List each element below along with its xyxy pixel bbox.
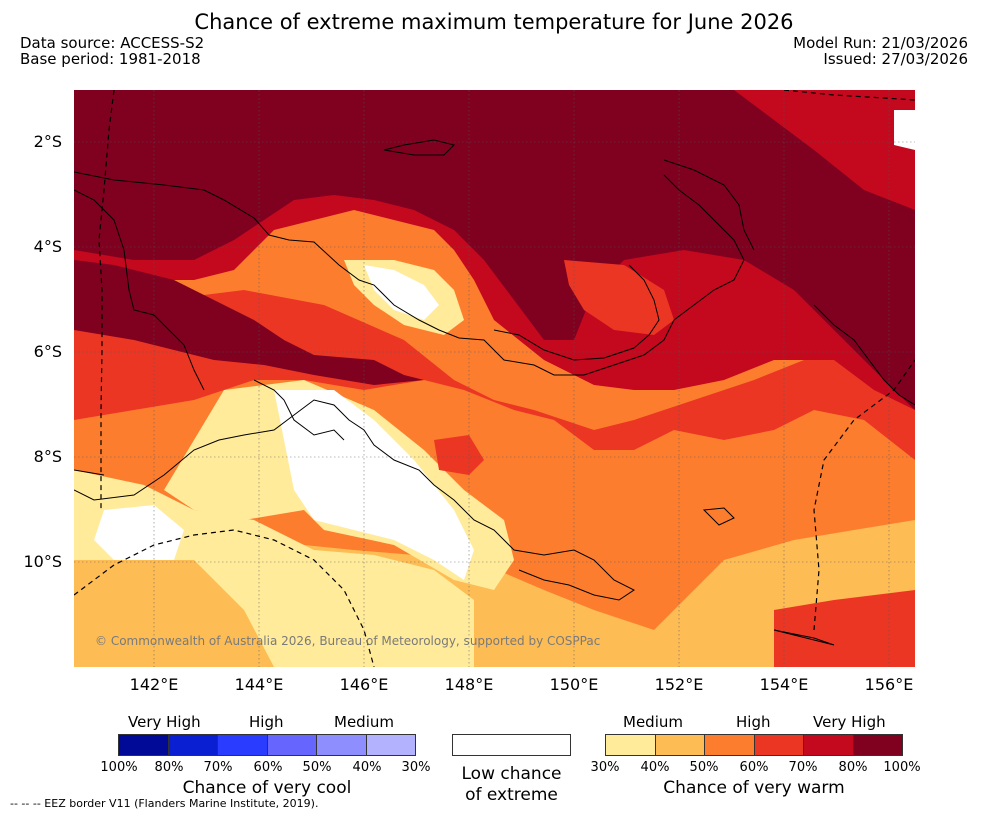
lat-label-4s: 4°S — [33, 237, 62, 256]
warm-level-medium: Medium — [623, 713, 683, 731]
cool-swatch — [317, 735, 367, 755]
low-chance-caption: Low chance of extreme — [432, 764, 591, 806]
low-chance-line2: of extreme — [465, 785, 558, 805]
chart-title: Chance of extreme maximum temperature fo… — [194, 10, 794, 34]
cool-tick: 70% — [203, 760, 233, 775]
probability-map — [74, 90, 915, 667]
warm-swatch — [705, 735, 755, 755]
cool-swatch — [267, 735, 317, 755]
warm-tick: 40% — [640, 760, 670, 775]
lon-label-142e: 142°E — [129, 675, 179, 694]
cool-level-very-high: Very High — [128, 713, 201, 731]
warm-swatch — [655, 735, 705, 755]
cool-tick: 30% — [401, 760, 431, 775]
warm-caption: Chance of very warm — [663, 778, 845, 798]
cool-swatch — [119, 735, 169, 755]
cool-caption: Chance of very cool — [182, 778, 352, 798]
cool-tick: 100% — [100, 760, 138, 775]
lat-label-2s: 2°S — [33, 132, 62, 151]
lon-label-150e: 150°E — [549, 675, 599, 694]
eez-border — [74, 90, 915, 667]
cool-colorbar — [118, 734, 416, 756]
warm-tick: 50% — [689, 760, 719, 775]
lat-label-8s: 8°S — [33, 447, 62, 466]
warm-level-very-high: Very High — [813, 713, 886, 731]
cool-tick: 80% — [154, 760, 184, 775]
cool-tick: 40% — [352, 760, 382, 775]
warm-tick: 100% — [883, 760, 921, 775]
cool-tick: 60% — [253, 760, 283, 775]
copyright: © Commonwealth of Australia 2026, Bureau… — [95, 634, 601, 648]
warm-level-high: High — [736, 713, 771, 731]
lon-label-146e: 146°E — [339, 675, 389, 694]
model-run: Model Run: 21/03/2026 — [793, 34, 968, 52]
lat-label-6s: 6°S — [33, 342, 62, 361]
lon-label-156e: 156°E — [864, 675, 914, 694]
lon-label-152e: 152°E — [654, 675, 704, 694]
cool-swatch — [366, 735, 415, 755]
warm-swatch — [804, 735, 854, 755]
cool-swatch — [218, 735, 268, 755]
eez-note: -- -- -- EEZ border V11 (Flanders Marine… — [10, 797, 319, 810]
warm-tick: 70% — [788, 760, 818, 775]
warm-swatch — [606, 735, 656, 755]
warm-tick: 60% — [739, 760, 769, 775]
lon-label-154e: 154°E — [759, 675, 809, 694]
low-chance-swatch — [452, 734, 571, 756]
lon-label-148e: 148°E — [444, 675, 494, 694]
lon-label-144e: 144°E — [234, 675, 284, 694]
cool-level-high: High — [249, 713, 284, 731]
data-source: Data source: ACCESS-S2 — [20, 34, 205, 52]
meta-left: Data source: ACCESS-S2 Base period: 1981… — [20, 35, 204, 67]
cool-swatch — [168, 735, 218, 755]
warm-tick: 80% — [838, 760, 868, 775]
low-chance-line1: Low chance — [461, 764, 562, 784]
warm-tick: 30% — [590, 760, 620, 775]
lat-label-10s: 10°S — [23, 552, 62, 571]
cool-level-medium: Medium — [334, 713, 394, 731]
issued-date: Issued: 27/03/2026 — [823, 50, 968, 68]
warm-swatch — [853, 735, 902, 755]
base-period: Base period: 1981-2018 — [20, 50, 201, 68]
warm-swatch — [754, 735, 804, 755]
coastline — [74, 139, 915, 646]
meta-right: Model Run: 21/03/2026 Issued: 27/03/2026 — [793, 35, 968, 67]
cool-tick: 50% — [302, 760, 332, 775]
warm-colorbar — [605, 734, 903, 756]
